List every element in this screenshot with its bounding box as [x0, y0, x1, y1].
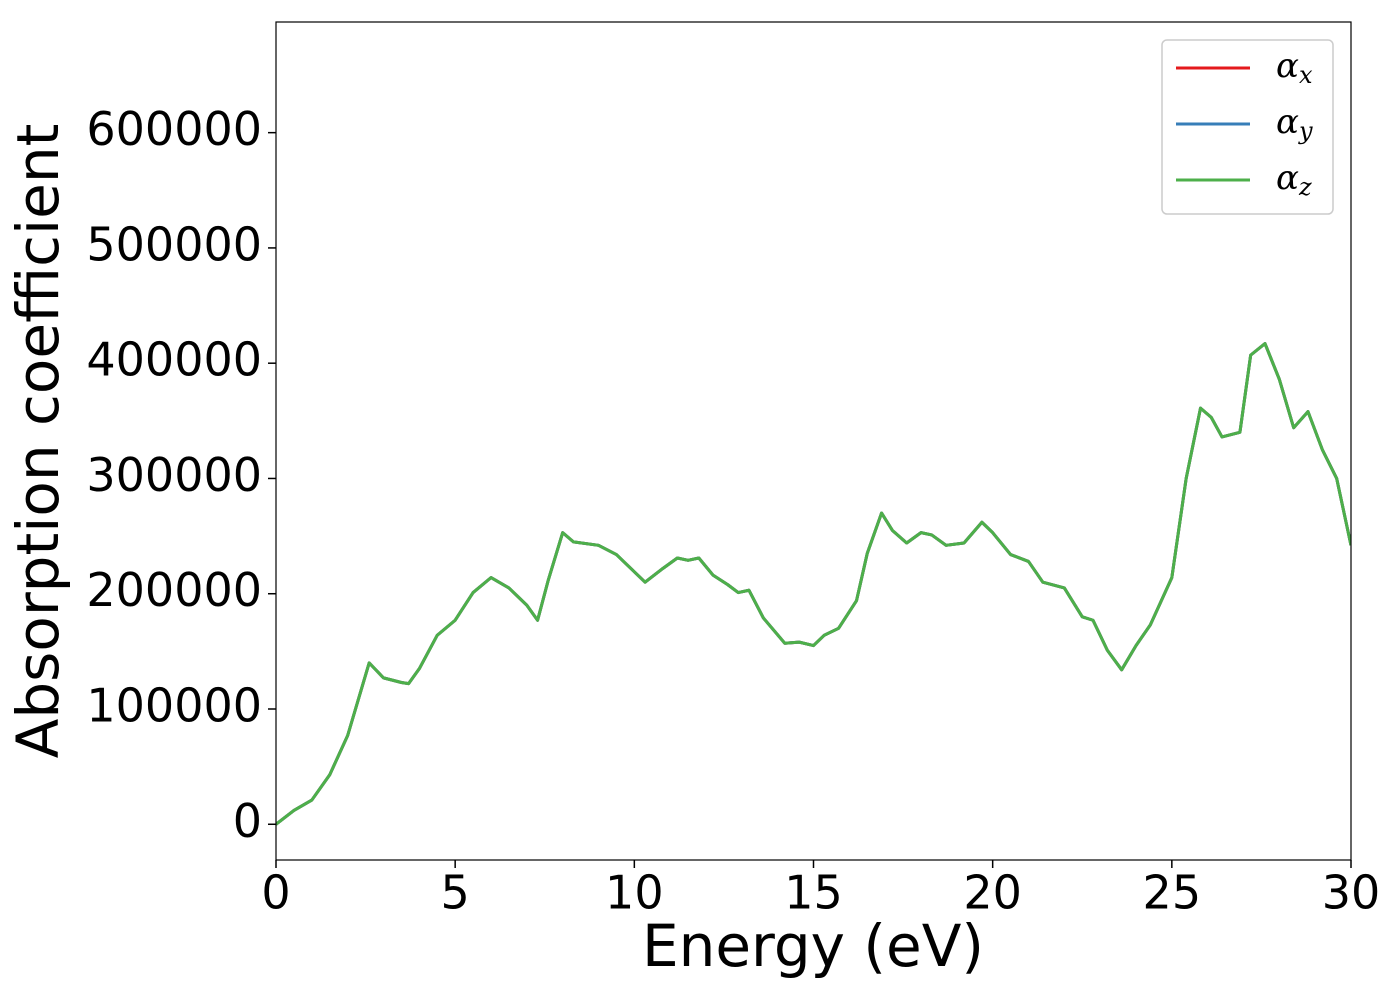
legend-symbol: α: [1276, 158, 1299, 198]
x-tick-label: 25: [1143, 866, 1202, 920]
y-axis-label: Absorption coefficient: [4, 124, 72, 759]
legend-label: αx: [1276, 46, 1313, 89]
y-tick-label: 0: [233, 794, 262, 848]
y-tick-label: 100000: [86, 678, 262, 732]
legend-subscript: x: [1299, 61, 1313, 89]
y-tick-label: 600000: [86, 102, 262, 156]
legend-symbol: α: [1276, 102, 1299, 142]
x-tick-label: 5: [441, 866, 470, 920]
y-tick-label: 400000: [86, 333, 262, 387]
y-tick-label: 500000: [86, 217, 262, 271]
legend-label: αz: [1276, 158, 1312, 201]
x-tick-label: 20: [963, 866, 1022, 920]
data-line: [276, 342, 1351, 826]
x-tick-label: 15: [784, 866, 843, 920]
legend-label: αy: [1276, 102, 1313, 145]
y-tick-label: 300000: [86, 448, 262, 502]
x-tick-label: 10: [605, 866, 664, 920]
plot-frame: [275, 21, 1352, 861]
legend-symbol: α: [1276, 46, 1299, 86]
y-tick-label: 200000: [86, 563, 262, 617]
legend-subscript: z: [1298, 173, 1312, 201]
data-line: [276, 342, 1351, 826]
x-tick-label: 0: [261, 866, 290, 920]
legend-box: [1161, 39, 1334, 215]
data-line: [276, 342, 1351, 826]
x-tick-label: 30: [1322, 866, 1381, 920]
legend-subscript: y: [1298, 117, 1313, 145]
x-axis-label: Energy (eV): [642, 912, 984, 980]
